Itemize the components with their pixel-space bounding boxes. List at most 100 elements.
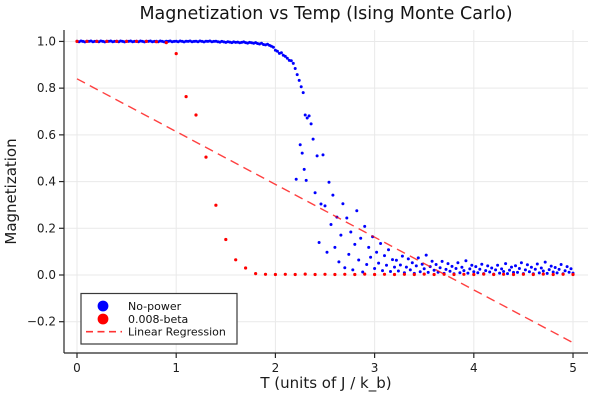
scatter-point (438, 266, 442, 270)
scatter-point (406, 257, 410, 261)
x-axis-label: T (units of J / k_b) (259, 374, 391, 393)
scatter-point (456, 261, 460, 265)
scatter-point (529, 265, 533, 269)
scatter-point (567, 270, 571, 274)
scatter-point (549, 264, 553, 268)
scatter-point (305, 116, 309, 120)
plot-area: 0 1 2 3 4 5 −0.2 0.0 0.2 0.4 0.6 0.8 1.0 (27, 30, 588, 375)
scatter-point (359, 236, 363, 240)
scatter-point (559, 263, 563, 266)
scatter-point (361, 270, 365, 274)
scatter-point (293, 67, 297, 70)
scatter-point (502, 272, 506, 276)
scatter-point (434, 263, 438, 266)
scatter-point (450, 264, 454, 268)
scatter-point (551, 270, 555, 274)
legend: No-power 0.008-beta Linear Regression (80, 292, 238, 345)
scatter-point (430, 259, 434, 263)
scatter-point (488, 270, 492, 274)
scatter-point (444, 267, 448, 271)
scatter-point (543, 260, 547, 264)
scatter-point (478, 267, 482, 271)
scatter-point (214, 203, 218, 207)
scatter-point (392, 272, 397, 277)
scatter-point (353, 272, 357, 277)
scatter-point (283, 54, 287, 58)
scatter-point (85, 39, 89, 44)
scatter-point (349, 230, 353, 234)
scatter-point (533, 267, 537, 271)
scatter-point (363, 224, 367, 228)
scatter-point (289, 59, 293, 63)
scatter-point (315, 154, 319, 158)
scatter-point (363, 272, 367, 276)
scatter-point (506, 272, 509, 276)
scatter-point (373, 267, 377, 270)
scatter-point (329, 223, 333, 226)
y-axis-label: Magnetization (2, 138, 20, 244)
scatter-point (298, 143, 302, 147)
scatter-point (382, 272, 387, 276)
scatter-point (343, 266, 347, 270)
scatter-point (537, 271, 541, 275)
scatter-point (291, 61, 295, 65)
scatter-point (569, 267, 573, 271)
scatter-point (514, 264, 517, 268)
scatter-point (294, 177, 298, 181)
scatter-point (309, 122, 313, 126)
scatter-point (490, 266, 494, 270)
scatter-point (383, 254, 386, 258)
scatter-point (285, 56, 289, 60)
scatter-point (365, 263, 369, 266)
scatter-point (396, 269, 400, 273)
scatter-point (446, 262, 450, 266)
scatter-point (355, 209, 359, 213)
legend-label-beta: 0.008-beta (128, 313, 188, 326)
scatter-point (454, 267, 458, 270)
regression-line (76, 78, 574, 344)
scatter-point (551, 272, 555, 277)
scatter-point (339, 233, 343, 237)
scatter-point (174, 52, 178, 56)
scatter-point (302, 167, 306, 171)
scatter-point (432, 268, 436, 272)
scatter-point (317, 241, 321, 244)
scatter-point (254, 272, 258, 276)
scatter-point (563, 269, 567, 273)
scatter-point (367, 245, 371, 249)
scatter-point (547, 268, 551, 272)
scatter-point (448, 269, 452, 273)
scatter-point (279, 51, 283, 55)
scatter-point (412, 272, 416, 277)
scatter-point (353, 242, 357, 246)
scatter-point (299, 85, 303, 89)
scatter-point (502, 270, 506, 273)
x-tick-label: 3 (371, 361, 379, 375)
scatter-point (391, 258, 394, 262)
scatter-point (224, 237, 228, 242)
scatter-point (275, 49, 279, 53)
scatter-point (154, 40, 158, 44)
scatter-point (414, 264, 418, 268)
scatter-point (511, 272, 516, 277)
scatter-point (492, 272, 496, 277)
scatter-point (521, 272, 526, 276)
scatter-point (517, 267, 521, 270)
scatter-point (561, 272, 565, 276)
scatter-point (531, 272, 535, 277)
scatter-point (400, 254, 404, 258)
scatter-point (347, 252, 351, 256)
y-tick-label: 1.0 (37, 34, 56, 48)
scatter-point (271, 45, 275, 49)
scatter-point (458, 271, 462, 275)
y-tick-label: 0.0 (37, 268, 56, 282)
scatter-point (482, 272, 486, 276)
scatter-point (498, 271, 502, 275)
scatter-point (410, 261, 414, 265)
scatter-point (204, 155, 208, 159)
scatter-point (95, 39, 99, 44)
scatter-point (244, 266, 248, 270)
scatter-point (307, 114, 311, 118)
scatter-point (398, 263, 402, 267)
